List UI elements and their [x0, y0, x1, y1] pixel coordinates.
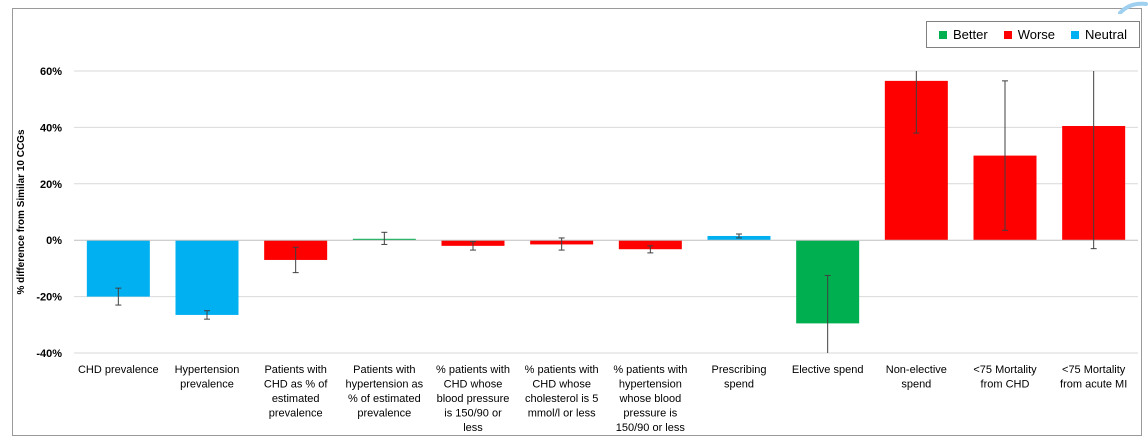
category-label-line: pressure is — [623, 408, 677, 420]
bar — [175, 240, 239, 315]
error-bars — [115, 71, 1097, 353]
category-label-line: less — [463, 422, 483, 434]
bar — [86, 240, 150, 297]
y-tick-label: 40% — [40, 122, 62, 134]
category-label-line: <75 Mortality — [1062, 364, 1126, 376]
category-label: Hypertension prevalence — [175, 364, 240, 391]
legend-item-neutral: Neutral — [1071, 27, 1127, 42]
category-label-line: 150/90 or less — [616, 422, 686, 434]
category-label-line: Patients with — [353, 364, 415, 376]
legend-label-worse: Worse — [1017, 27, 1056, 42]
category-label-line: cholesterol is 5 — [525, 393, 598, 405]
category-label-line: hypertension as — [345, 379, 423, 391]
y-tick-labels: -40% -20% 0% 20% 40% 60% — [36, 66, 62, 360]
category-label: CHD prevalence — [78, 364, 159, 376]
legend-item-worse: Worse — [1003, 27, 1056, 42]
category-label-line: CHD whose — [444, 379, 503, 391]
category-label-line: is 150/90 or — [444, 408, 502, 420]
legend-label-neutral: Neutral — [1085, 27, 1127, 42]
chart-frame — [12, 8, 1142, 436]
corner-swoosh-icon — [1118, 1, 1148, 14]
legend: Better Worse Neutral — [926, 21, 1140, 48]
category-label-line: prevalence — [357, 408, 411, 420]
category-label: Patients with CHD as % of estimated prevale… — [264, 364, 329, 420]
category-label: Patients with hypertension as % of estimat… — [345, 364, 423, 420]
category-label: Non-elective spend — [886, 364, 947, 391]
category-label-line: prevalence — [269, 408, 323, 420]
category-label: % patients with CHD whose cholesterol is 5… — [525, 364, 599, 420]
category-label-line: % patients with — [525, 364, 599, 376]
category-label-line: spend — [901, 379, 931, 391]
gridlines — [74, 70, 1138, 354]
category-label-line: prevalence — [180, 379, 234, 391]
legend-label-better: Better — [953, 27, 988, 42]
bar — [618, 240, 682, 250]
category-label-line: Non-elective — [886, 364, 947, 376]
category-label-line: Patients with — [264, 364, 326, 376]
category-label: <75 Mortality from CHD — [973, 364, 1037, 391]
y-tick-label: 20% — [40, 179, 62, 191]
category-label-line: spend — [724, 379, 754, 391]
category-label-line: from acute MI — [1060, 379, 1127, 391]
y-tick-label: -20% — [36, 292, 62, 304]
category-label-line: Prescribing — [711, 364, 766, 376]
category-label-line: whose blood — [618, 393, 681, 405]
category-label-line: blood pressure — [437, 393, 510, 405]
category-label-line: % patients with — [436, 364, 510, 376]
y-axis-label: % difference from Similar 10 CCGs — [16, 129, 27, 294]
category-label-line: estimated — [272, 393, 320, 405]
bars — [86, 80, 1126, 324]
y-tick-label: 0% — [46, 235, 62, 247]
category-label: Prescribing spend — [711, 364, 766, 391]
category-label-line: CHD prevalence — [78, 364, 159, 376]
legend-swatch-worse — [1003, 30, 1012, 39]
legend-swatch-better — [939, 30, 947, 39]
category-label: <75 Mortality from acute MI — [1060, 364, 1127, 391]
y-tick-label: -40% — [36, 348, 62, 360]
category-label-line: Elective spend — [792, 364, 864, 376]
category-label-line: % of estimated — [348, 393, 421, 405]
category-label: % patients with hypertension whose blood pr… — [613, 364, 687, 434]
legend-swatch-neutral — [1071, 30, 1080, 39]
category-label-line: CHD as % of — [264, 379, 329, 391]
category-label-line: from CHD — [981, 379, 1030, 391]
category-labels: CHD prevalence Hypertension prevalencePati… — [78, 364, 1127, 434]
category-label-line: Hypertension — [175, 364, 240, 376]
category-label-line: CHD whose — [532, 379, 591, 391]
category-label-line: <75 Mortality — [973, 364, 1037, 376]
category-label-line: mmol/l or less — [528, 408, 596, 420]
category-label: Elective spend — [792, 364, 864, 376]
category-label: % patients with CHD whose blood pressure is… — [436, 364, 510, 434]
y-tick-label: 60% — [40, 66, 62, 78]
category-label-line: % patients with — [613, 364, 687, 376]
legend-item-better: Better — [939, 27, 988, 42]
category-label-line: hypertension — [619, 379, 682, 391]
